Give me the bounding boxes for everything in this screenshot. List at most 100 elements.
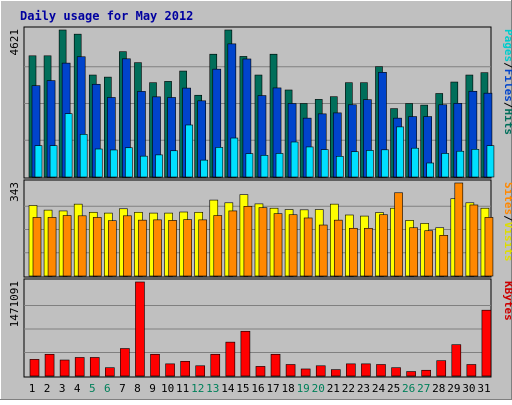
legend-item-hits: Hits — [502, 109, 512, 136]
bar-kbytes-day-1 — [29, 359, 40, 377]
bar-kbytes-day-23 — [361, 363, 371, 377]
ymax-label-top: 4621 — [8, 29, 21, 56]
legend-top: Pages/Files/Hits — [502, 29, 512, 135]
bar-sites-day-22 — [349, 227, 358, 277]
bar-kbytes-day-14 — [225, 341, 236, 377]
bar-pages-day-10 — [170, 150, 178, 178]
bar-kbytes-day-13 — [210, 353, 221, 377]
bar-pages-day-30 — [471, 149, 480, 178]
bar-sites-day-20 — [318, 224, 328, 277]
bar-pages-day-12 — [200, 159, 209, 178]
bar-kbytes-day-31 — [481, 309, 492, 377]
bar-pages-day-31 — [486, 145, 495, 178]
day-label-26: 26 — [402, 382, 415, 395]
bar-sites-day-5 — [92, 217, 102, 277]
bar-sites-day-21 — [333, 219, 343, 277]
bar-sites-day-3 — [62, 215, 72, 277]
bar-pages-day-26 — [411, 147, 419, 178]
day-label-11: 11 — [176, 382, 189, 395]
bar-sites-day-9 — [153, 219, 162, 277]
bar-pages-day-3 — [64, 113, 73, 178]
bar-sites-day-8 — [138, 219, 147, 277]
bar-kbytes-day-8 — [135, 281, 145, 377]
day-label-18: 18 — [282, 382, 295, 395]
day-label-2: 2 — [44, 382, 51, 395]
day-axis: 1 2 3 4 5 6 7 8 9 10 11 12 13 14 15 16 17 18 19 20 21 22 23 24 2… — [29, 382, 491, 395]
day-label-31: 31 — [477, 382, 490, 395]
bar-kbytes-day-26 — [406, 371, 416, 377]
bar-sites-day-13 — [213, 215, 223, 277]
day-label-22: 22 — [342, 382, 355, 395]
panel-bot: 1471091 KBytes — [8, 278, 512, 378]
legend-item-pages: Pages — [502, 29, 512, 62]
legend-item-visits: Visits — [502, 222, 512, 262]
day-label-5: 5 — [89, 382, 96, 395]
legend-item-separator: / — [502, 62, 512, 69]
bar-kbytes-day-16 — [255, 366, 266, 377]
day-label-12: 12 — [191, 382, 204, 395]
day-label-4: 4 — [74, 382, 81, 395]
bar-pages-day-23 — [366, 150, 374, 178]
bar-kbytes-day-9 — [150, 353, 160, 377]
day-label-16: 16 — [251, 382, 264, 395]
bar-pages-day-7 — [125, 147, 133, 178]
bar-sites-day-18 — [288, 214, 298, 277]
day-label-10: 10 — [161, 382, 174, 395]
bar-sites-day-16 — [258, 207, 268, 277]
day-label-29: 29 — [447, 382, 460, 395]
chart-title: Daily usage for May 2012 — [20, 9, 193, 23]
bar-kbytes-day-5 — [89, 357, 100, 377]
bar-pages-day-25 — [396, 126, 404, 178]
bar-pages-day-11 — [185, 124, 193, 178]
bar-sites-day-1 — [32, 217, 42, 277]
bar-sites-day-6 — [108, 220, 117, 277]
bar-pages-day-22 — [351, 151, 359, 178]
legend-item-separator: / — [502, 102, 512, 109]
bar-kbytes-day-22 — [346, 363, 356, 377]
bar-kbytes-day-24 — [376, 364, 386, 377]
bar-sites-day-15 — [243, 206, 253, 277]
bar-kbytes-day-27 — [421, 369, 431, 377]
legend-item-sites: Sites — [502, 182, 512, 215]
bar-sites-day-10 — [168, 220, 177, 277]
bar-pages-day-17 — [275, 153, 284, 178]
bar-sites-day-28 — [439, 235, 449, 277]
day-label-19: 19 — [297, 382, 310, 395]
bar-kbytes-day-20 — [315, 365, 326, 377]
bar-pages-day-28 — [441, 153, 450, 178]
bar-kbytes-day-28 — [436, 360, 447, 377]
day-label-23: 23 — [357, 382, 370, 395]
day-label-27: 27 — [417, 382, 430, 395]
day-label-6: 6 — [104, 382, 111, 395]
bar-pages-day-9 — [155, 154, 163, 178]
bar-sites-day-4 — [77, 215, 87, 277]
day-label-28: 28 — [432, 382, 445, 395]
bar-kbytes-day-7 — [120, 348, 130, 377]
day-label-17: 17 — [266, 382, 279, 395]
day-label-9: 9 — [149, 382, 156, 395]
bar-pages-day-27 — [426, 162, 434, 178]
bar-pages-day-8 — [140, 155, 148, 178]
bar-sites-day-14 — [228, 210, 238, 277]
bar-sites-day-30 — [469, 204, 479, 277]
bar-pages-day-14 — [230, 137, 239, 178]
ymax-label-mid: 343 — [8, 182, 21, 202]
bar-sites-day-25 — [394, 192, 403, 277]
day-label-24: 24 — [372, 382, 386, 395]
legend-item-files: Files — [502, 69, 512, 102]
legend-item-kbytes: KBytes — [502, 281, 512, 321]
bar-pages-day-19 — [305, 146, 314, 178]
legend-mid: Sites/Visits — [502, 182, 512, 262]
day-label-30: 30 — [462, 382, 475, 395]
bar-pages-day-21 — [335, 156, 344, 178]
bar-kbytes-day-12 — [195, 365, 206, 377]
bar-pages-day-16 — [260, 155, 269, 178]
bar-sites-day-31 — [484, 217, 494, 277]
bar-sites-day-11 — [183, 219, 192, 277]
day-label-1: 1 — [29, 382, 36, 395]
bar-sites-day-23 — [364, 227, 373, 277]
day-label-13: 13 — [206, 382, 219, 395]
legend-bot: KBytes — [502, 281, 512, 321]
